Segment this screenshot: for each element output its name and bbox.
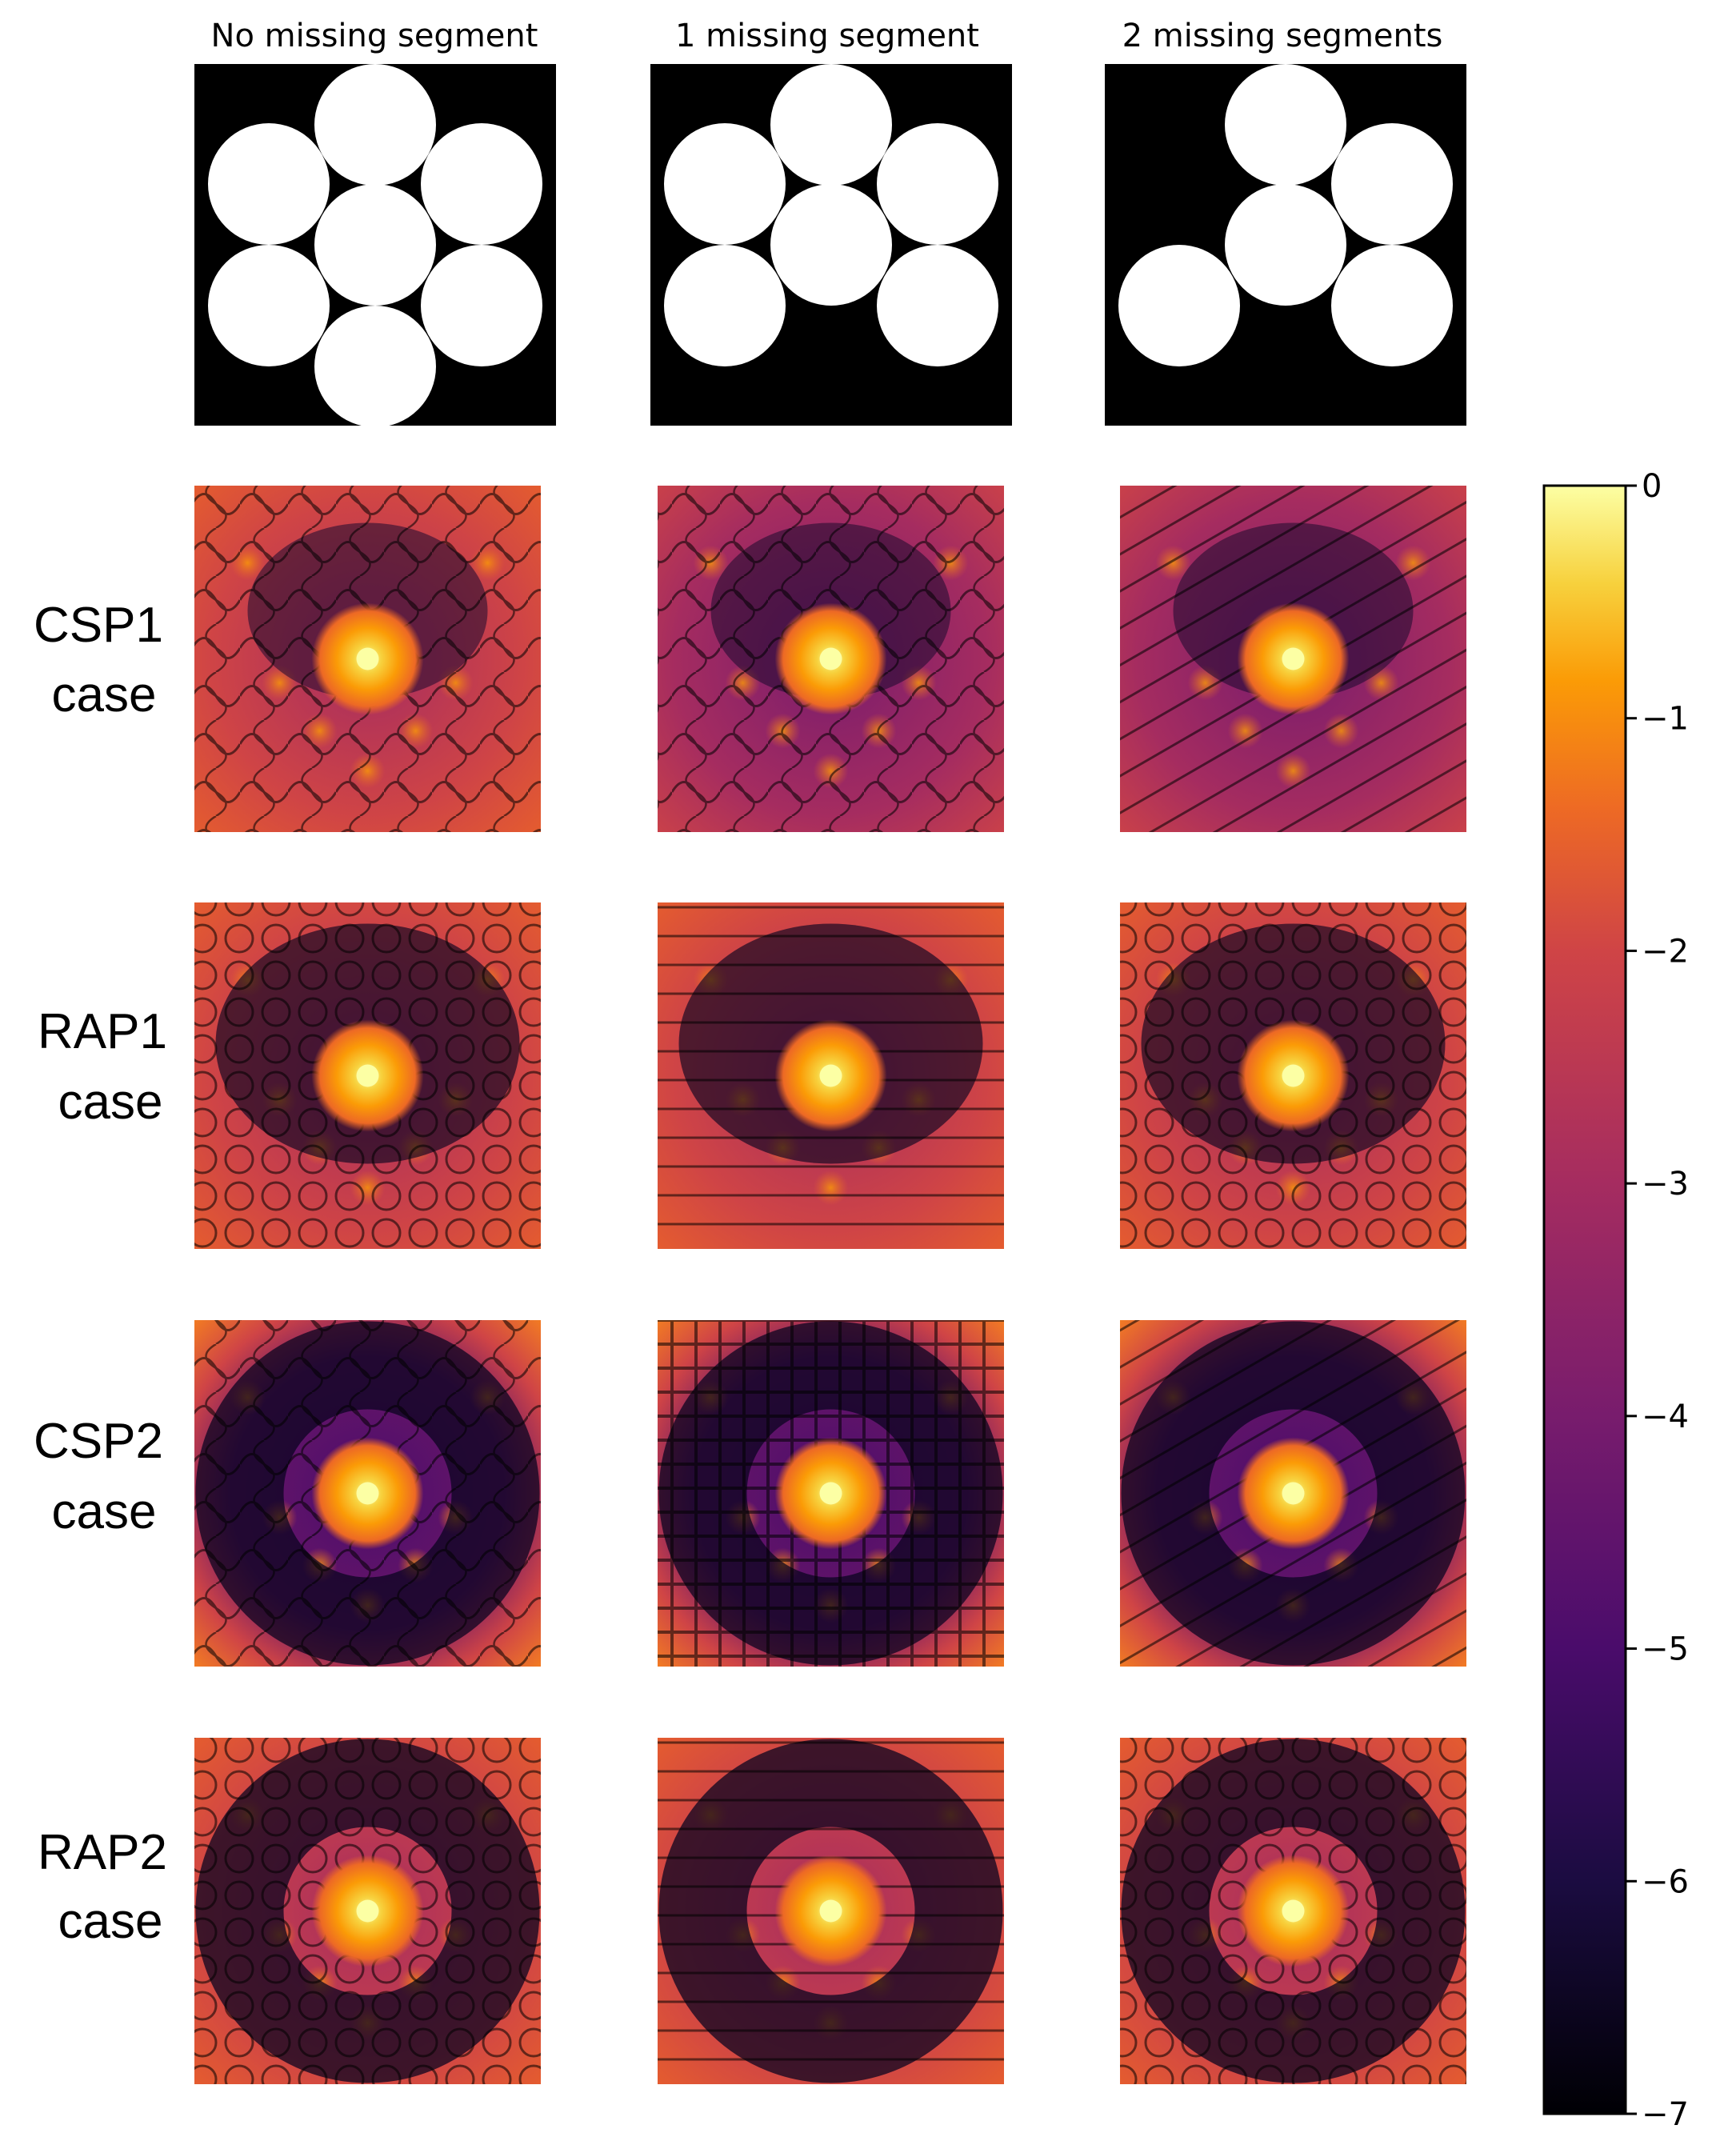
pupil-segment-top bbox=[314, 64, 436, 186]
psf-panel-r1-c0 bbox=[194, 902, 541, 1249]
colorbar-gradient bbox=[1542, 484, 1627, 2115]
pupil-segment-bottom-left bbox=[664, 245, 786, 366]
row-label-line1: RAP2 bbox=[38, 1825, 167, 1880]
pupil-segment-center bbox=[314, 184, 436, 306]
colorbar-tick-label: −2 bbox=[1642, 933, 1689, 970]
pupil-masks bbox=[194, 64, 1466, 426]
pupil-segment-bottom-left bbox=[208, 245, 330, 366]
pupil-segment-bottom-right bbox=[421, 245, 542, 366]
psf-peak bbox=[356, 1482, 379, 1505]
psf-panel-r0-c0 bbox=[194, 486, 541, 832]
psf-panel-r2-c0 bbox=[194, 1320, 541, 1667]
column-title-1: 1 missing segment bbox=[675, 18, 979, 54]
pupil-segment-top-right bbox=[877, 123, 998, 245]
row-label-rap2: RAP2 case bbox=[38, 1825, 167, 1949]
pupil-segment-top bbox=[1225, 64, 1346, 186]
psf-peak bbox=[356, 1899, 379, 1923]
pupil-segment-top-left bbox=[208, 123, 330, 245]
row-label-line2: case bbox=[58, 1075, 163, 1130]
psf-panel-r0-c2 bbox=[1120, 486, 1466, 832]
pupil-panel-2 bbox=[1105, 64, 1466, 426]
colorbar-tick-label: −4 bbox=[1642, 1399, 1689, 1435]
pupil-segment-top bbox=[770, 64, 892, 186]
psf-peak bbox=[819, 1064, 842, 1087]
psf-peak bbox=[1282, 1064, 1305, 1087]
colorbar-tick-label: 0 bbox=[1642, 468, 1662, 505]
psf-peak bbox=[819, 647, 842, 670]
pupil-segment-bottom-right bbox=[877, 245, 998, 366]
pupil-segment-top-right bbox=[421, 123, 542, 245]
psf-panel-r3-c2 bbox=[1120, 1738, 1466, 2084]
psf-peak bbox=[819, 1899, 842, 1923]
colorbar-tick-label: −6 bbox=[1642, 1863, 1689, 1900]
row-label-line2: case bbox=[52, 667, 157, 722]
psf-panel-r3-c0 bbox=[194, 1738, 541, 2084]
colorbar-tick-label: −1 bbox=[1642, 701, 1689, 738]
column-title-0: No missing segment bbox=[211, 18, 538, 54]
pupil-panel-1 bbox=[650, 64, 1012, 426]
column-title-2: 2 missing segments bbox=[1122, 18, 1443, 54]
row-label-line1: RAP1 bbox=[38, 1004, 167, 1059]
psf-panel-r0-c1 bbox=[658, 486, 1004, 832]
pupil-segment-top-right bbox=[1331, 123, 1453, 245]
pupil-segment-bottom-left bbox=[1118, 245, 1240, 366]
pupil-panel-0 bbox=[194, 64, 556, 426]
psf-panel-r2-c1 bbox=[658, 1320, 1004, 1667]
pupil-segment-bottom-right bbox=[1331, 245, 1453, 366]
row-label-line1: CSP1 bbox=[34, 598, 163, 653]
psf-peak bbox=[1282, 647, 1305, 670]
colorbar: 0 −1 −2 −3 −4 −5 −6 −7 bbox=[1542, 468, 1689, 2133]
psf-panel-r2-c2 bbox=[1120, 1320, 1466, 1667]
psf-peak bbox=[819, 1482, 842, 1505]
psf-panel-r1-c2 bbox=[1120, 902, 1466, 1249]
psf-peak bbox=[356, 647, 379, 670]
pupil-segment-bottom bbox=[314, 306, 436, 426]
pupil-segment-top-left bbox=[664, 123, 786, 245]
row-label-csp2: CSP2 case bbox=[34, 1414, 163, 1539]
colorbar-tick-label: −3 bbox=[1642, 1166, 1689, 1203]
pupil-segment-center bbox=[770, 184, 892, 306]
colorbar-tick-label: −7 bbox=[1642, 2096, 1689, 2133]
row-label-line2: case bbox=[52, 1484, 157, 1539]
colorbar-tick-label: −5 bbox=[1642, 1631, 1689, 1668]
psf-peak bbox=[356, 1064, 379, 1087]
row-label-line2: case bbox=[58, 1894, 163, 1949]
psf-panels bbox=[194, 486, 1466, 2084]
psf-panel-r1-c1 bbox=[658, 902, 1004, 1249]
row-label-rap1: RAP1 case bbox=[38, 1004, 167, 1130]
psf-peak bbox=[1282, 1899, 1305, 1923]
row-label-line1: CSP2 bbox=[34, 1414, 163, 1469]
pupil-segment-center bbox=[1225, 184, 1346, 306]
row-label-csp1: CSP1 case bbox=[34, 598, 163, 722]
psf-panel-r3-c1 bbox=[658, 1738, 1004, 2084]
colorbar-ticks: 0 −1 −2 −3 −4 −5 −6 −7 bbox=[1626, 468, 1689, 2133]
psf-peak bbox=[1282, 1482, 1305, 1505]
